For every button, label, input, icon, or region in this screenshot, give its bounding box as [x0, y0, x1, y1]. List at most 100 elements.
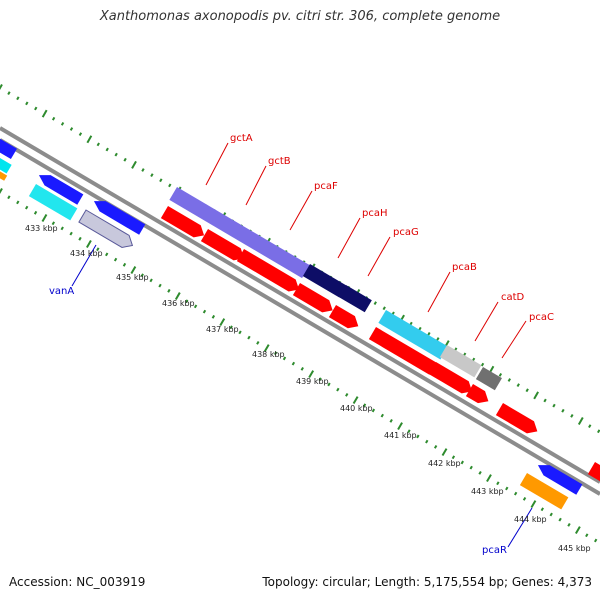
minor-tick	[371, 408, 376, 413]
gctB-leader	[245, 165, 267, 206]
minor-tick	[96, 142, 100, 147]
minor-tick	[362, 403, 367, 408]
gene-label-pcaH: pcaH	[362, 208, 388, 219]
minor-tick	[78, 132, 83, 136]
minor-tick	[516, 383, 520, 388]
minor-tick	[478, 470, 482, 475]
blue-gene-4	[537, 465, 583, 495]
minor-tick	[300, 366, 304, 371]
red-gene-9	[495, 403, 538, 434]
gctA-gene	[169, 187, 310, 279]
minor-tick	[247, 335, 251, 340]
red-gene-6	[368, 327, 440, 375]
minor-tick	[149, 278, 153, 283]
major-tick	[352, 396, 359, 404]
minor-tick	[425, 439, 429, 444]
minor-tick	[525, 388, 529, 393]
minor-tick	[96, 247, 100, 252]
minor-tick	[480, 362, 485, 367]
blue-gene-2	[38, 175, 84, 205]
minor-tick	[407, 429, 411, 434]
minor-tick	[25, 205, 29, 210]
minor-tick	[436, 337, 440, 341]
kbp-labels: 433 kbp 434 kbp 435 kbp 436 kbp 437 kbp …	[25, 224, 591, 553]
orange-gene-1	[0, 167, 8, 181]
minor-tick	[336, 387, 340, 392]
minor-tick	[51, 221, 56, 226]
minor-tick	[34, 106, 38, 111]
cyan-gene-2	[28, 184, 78, 221]
pcaC-gene	[475, 367, 502, 391]
red-gene-7	[428, 362, 473, 394]
minor-tick	[69, 127, 74, 131]
minor-tick	[168, 183, 172, 188]
minor-tick	[585, 533, 589, 538]
minor-tick	[543, 398, 547, 403]
minor-tick	[496, 481, 500, 486]
major-tick	[41, 109, 48, 118]
pcaH-gene	[302, 264, 347, 298]
cyan-gene-1	[0, 154, 12, 174]
red-gene-8	[465, 384, 489, 404]
minor-tick	[318, 377, 322, 382]
minor-tick	[570, 413, 574, 418]
major-tick	[0, 84, 3, 91]
gene-label-pcaC: pcaC	[529, 312, 554, 323]
backbone	[0, 126, 600, 496]
red-gene-4	[292, 283, 333, 313]
kbp-label: 441 kbp	[384, 431, 417, 440]
gene-label-gctA: gctA	[230, 133, 253, 144]
minor-tick	[33, 210, 38, 215]
minor-tick	[345, 392, 349, 397]
kbp-label: 442 kbp	[428, 459, 461, 468]
minor-tick	[389, 418, 393, 423]
minor-tick	[507, 378, 511, 382]
major-tick	[86, 240, 92, 248]
major-tick	[263, 344, 270, 352]
minor-tick	[60, 121, 65, 126]
minor-tick	[7, 195, 11, 200]
kbp-label: 445 kbp	[558, 544, 591, 553]
minor-tick	[229, 325, 233, 330]
kbp-label: 437 kbp	[206, 325, 239, 334]
pcaB-gene	[378, 310, 449, 360]
vanA-leader	[71, 244, 97, 287]
minor-tick	[282, 356, 287, 361]
red-gene-2	[200, 229, 245, 261]
minor-tick	[167, 288, 171, 293]
minor-tick	[123, 157, 127, 162]
gene-labels: gctA gctB pcaF pcaH pcaG pcaB catD pcaC …	[49, 133, 554, 556]
major-tick	[441, 448, 448, 457]
gene-label-catD: catD	[501, 292, 525, 303]
major-tick	[0, 188, 3, 194]
minor-tick	[51, 116, 56, 121]
minor-tick	[469, 465, 473, 470]
minor-tick	[158, 283, 162, 288]
vanA-gene	[78, 209, 134, 248]
gene-label-pcaR: pcaR	[482, 545, 507, 556]
gene-label-gctB: gctB	[268, 156, 291, 167]
pcaH-leader	[337, 217, 361, 259]
kbp-label: 433 kbp	[25, 224, 58, 233]
kbp-label: 438 kbp	[252, 350, 285, 359]
label-leaders	[71, 142, 533, 548]
gene-label-pcaG: pcaG	[393, 227, 419, 238]
major-tick	[577, 417, 584, 425]
red-gene-3	[236, 249, 300, 292]
minor-tick	[327, 382, 331, 387]
minor-tick	[114, 152, 118, 157]
minor-tick	[597, 429, 600, 434]
pcaB-leader	[427, 271, 451, 313]
minor-tick	[78, 236, 82, 241]
genome-title: Xanthomonas axonopodis pv. citri str. 30…	[99, 9, 501, 24]
kbp-label: 443 kbp	[471, 487, 504, 496]
minor-tick	[16, 96, 20, 101]
blue-gene-3	[93, 201, 146, 235]
major-tick	[130, 266, 137, 274]
minor-tick	[540, 507, 544, 512]
pcaR-leader	[507, 507, 533, 548]
kbp-label: 440 kbp	[340, 404, 373, 413]
minor-tick	[193, 304, 198, 309]
pcaF-leader	[289, 190, 313, 231]
